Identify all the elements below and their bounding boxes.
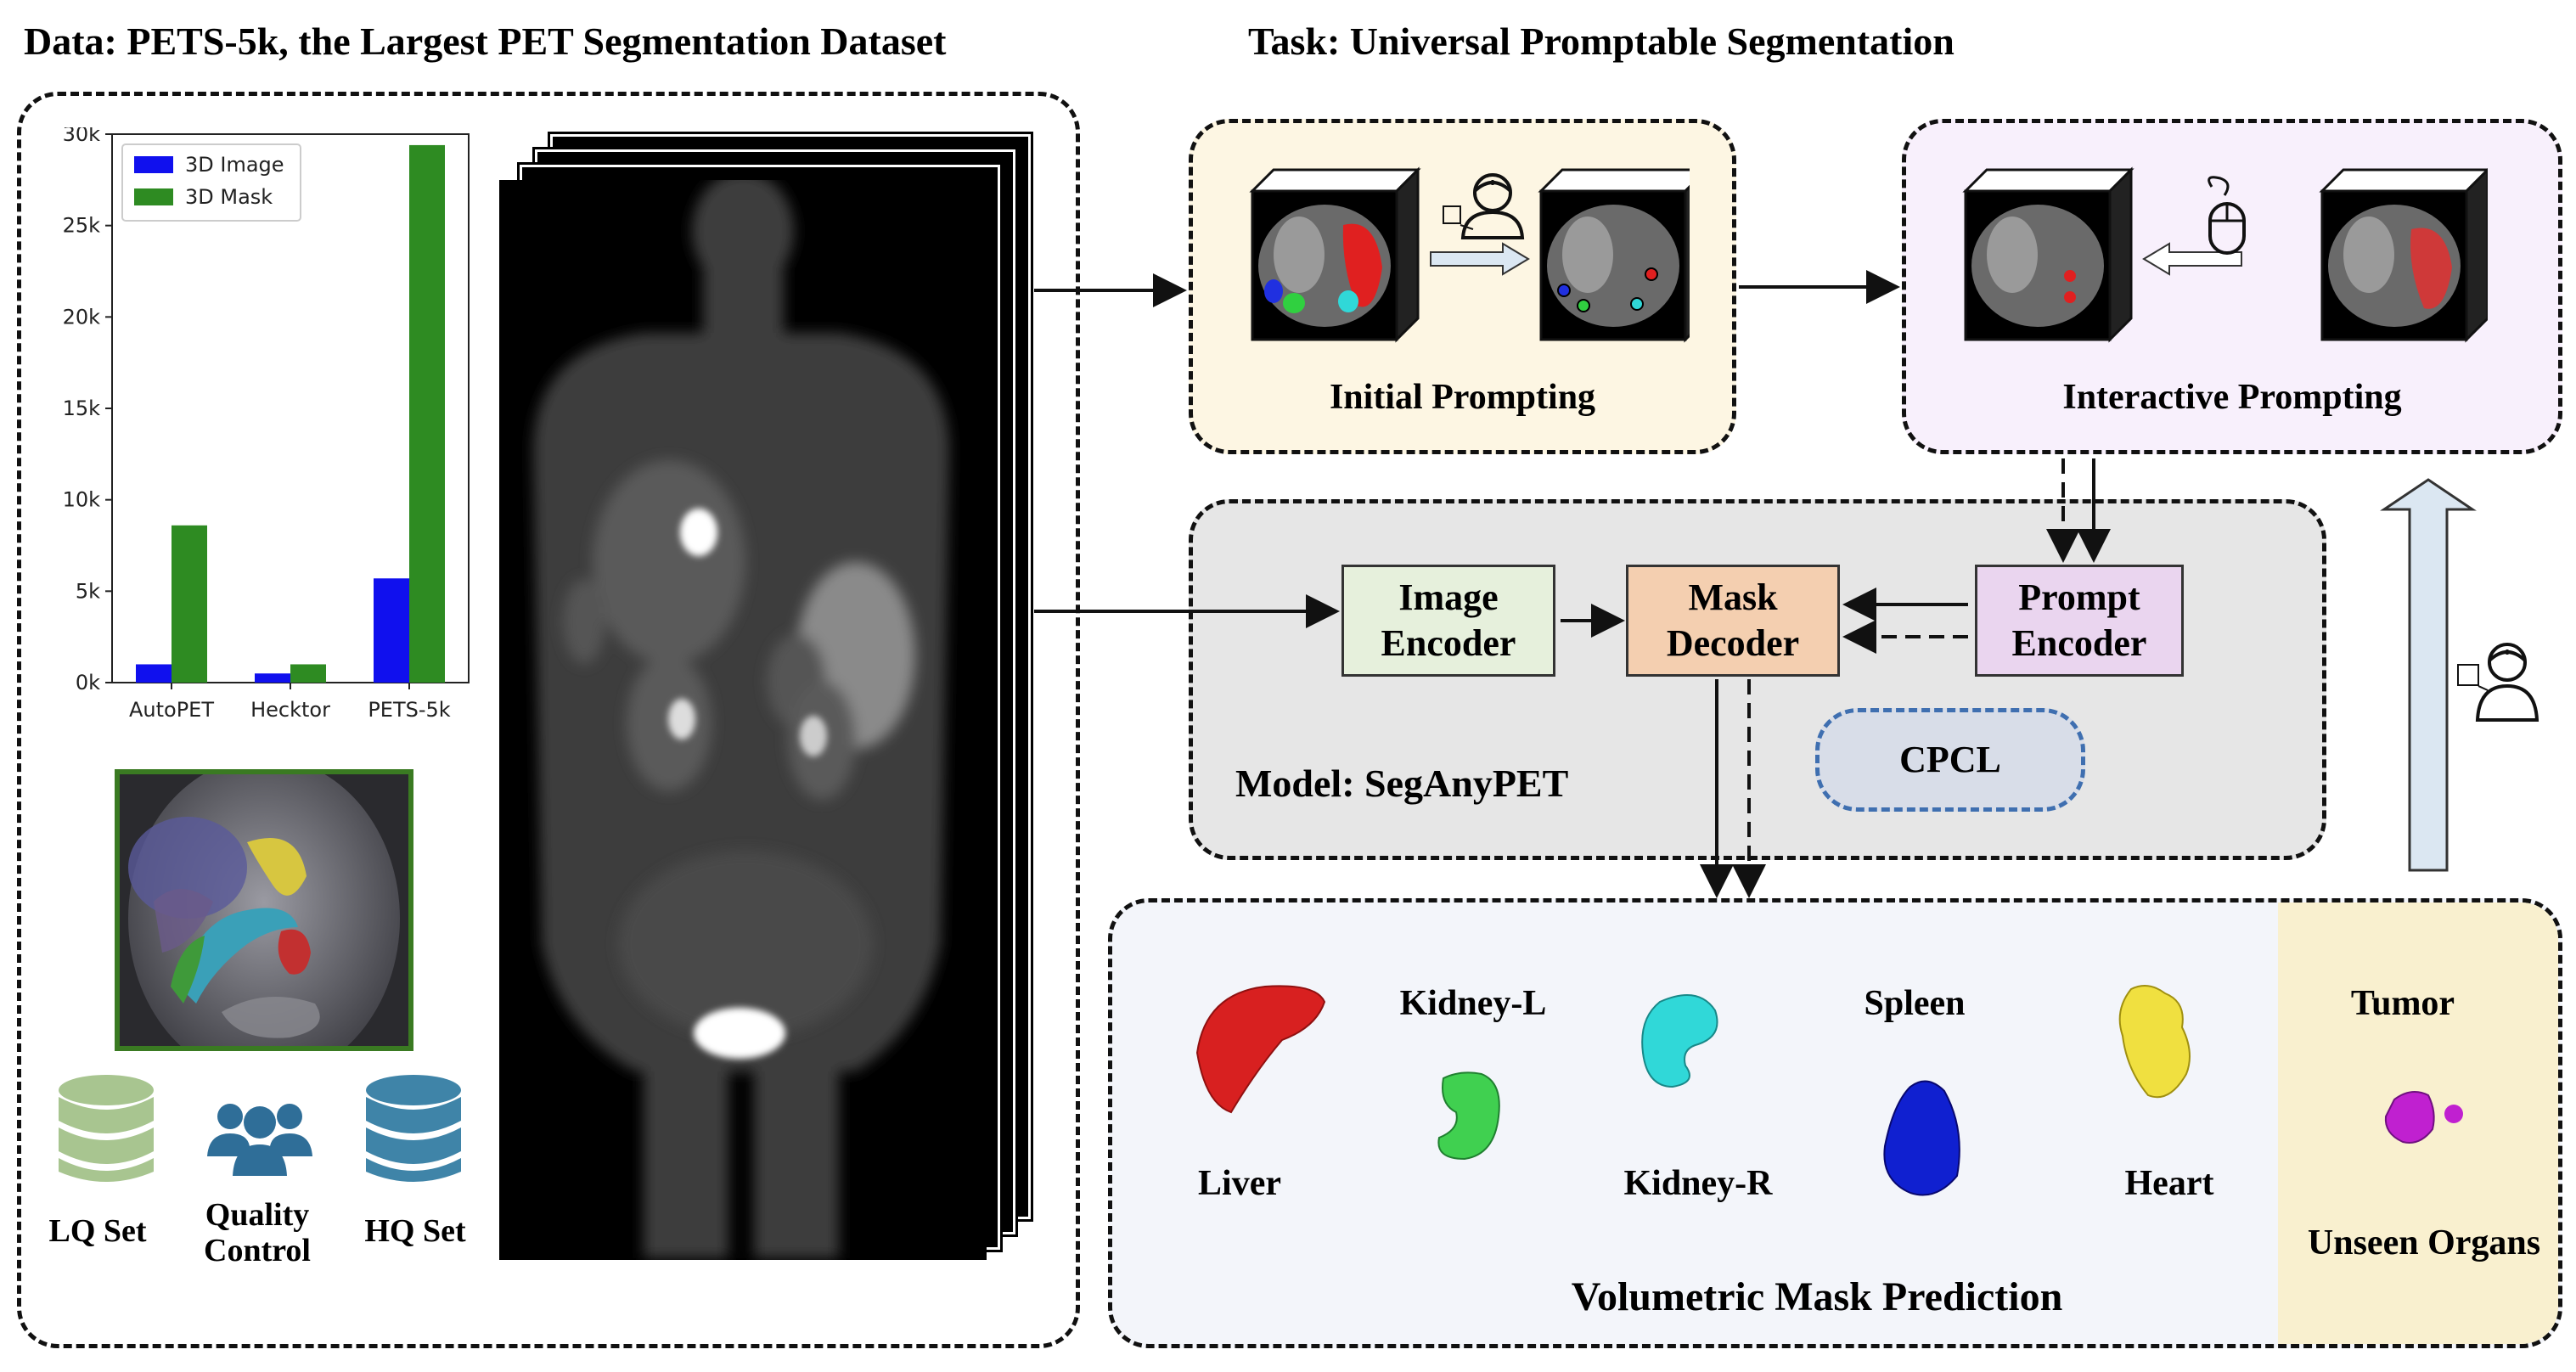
legend-label: 3D Mask xyxy=(185,185,273,209)
y-tick-label: 15k xyxy=(63,396,101,420)
y-tick-label: 30k xyxy=(63,127,101,146)
kidney-l-label: Kidney-L xyxy=(1399,984,1547,1023)
spleen-label: Spleen xyxy=(1864,984,1966,1023)
kidney-r-label: Kidney-R xyxy=(1623,1164,1773,1203)
prompt-encoder-box: Prompt Encoder xyxy=(1975,565,2184,677)
task-section-title: Task: Universal Promptable Segmentation xyxy=(1248,20,1954,63)
tumor-icon xyxy=(2384,1091,2435,1144)
doctor-icon xyxy=(1443,173,1525,239)
clinician-feedback-icon xyxy=(2457,643,2539,722)
y-tick-label: 0k xyxy=(76,671,100,694)
lq-database-icon xyxy=(59,1075,154,1182)
prompt-encoder-line1: Prompt xyxy=(2018,576,2140,618)
volume-render-image xyxy=(120,774,408,1046)
quality-control-line2: Control xyxy=(204,1233,311,1268)
legend-swatch xyxy=(134,188,173,205)
mask-decoder-line1: Mask xyxy=(1688,576,1778,618)
hq-set-label: HQ Set xyxy=(364,1213,466,1249)
data-panel xyxy=(17,92,1080,1348)
model-label: Model: SegAnyPET xyxy=(1235,762,1569,805)
mask-decoder-line2: Decoder xyxy=(1666,622,1800,664)
interactive-prompting-label: Interactive Prompting xyxy=(2062,378,2402,417)
image-encoder-line1: Image xyxy=(1398,576,1499,618)
liver-icon xyxy=(1195,985,1326,1114)
feedback-arrow-icon xyxy=(2380,478,2477,872)
initial-prompting-label: Initial Prompting xyxy=(1329,378,1596,417)
quality-control-line1: Quality xyxy=(205,1197,310,1233)
tumor-satellite-icon xyxy=(2444,1105,2463,1123)
y-tick-label: 10k xyxy=(63,488,101,512)
mask-decoder-box: Mask Decoder xyxy=(1626,565,1840,677)
bar-image xyxy=(255,673,290,683)
bar-mask xyxy=(172,525,207,683)
kidney-right-icon xyxy=(1641,994,1718,1088)
x-tick-label: PETS-5k xyxy=(368,698,450,722)
liver-label: Liver xyxy=(1198,1164,1281,1203)
heart-label: Heart xyxy=(2124,1164,2214,1203)
heart-icon xyxy=(2118,985,2191,1099)
y-tick-label: 20k xyxy=(63,305,101,329)
image-encoder-line2: Encoder xyxy=(1381,622,1516,664)
x-tick-label: Hecktor xyxy=(250,698,330,722)
image-encoder-box: Image Encoder xyxy=(1341,565,1555,677)
quality-control-label: Quality Control xyxy=(185,1197,329,1268)
tumor-label: Tumor xyxy=(2350,984,2455,1023)
model-panel xyxy=(1189,499,2326,860)
spleen-icon xyxy=(1883,1080,1960,1196)
unseen-organs-label: Unseen Organs xyxy=(2307,1223,2541,1262)
mouse-icon xyxy=(2208,176,2246,255)
cpcl-box: CPCL xyxy=(1815,708,2085,812)
hq-database-icon xyxy=(366,1075,461,1182)
initial-prompting-illustration xyxy=(1249,166,1690,343)
dataset-size-bar-chart: 0k 5k 10k 15k 20k 25k 30k AutoPET Hecktor PETS-5k… xyxy=(63,127,470,722)
legend-label: 3D Image xyxy=(185,153,284,177)
pet-coronal-slice-image xyxy=(499,180,987,1260)
interactive-prompting-illustration xyxy=(1962,166,2488,343)
y-tick-label: 25k xyxy=(63,214,101,238)
lq-set-label: LQ Set xyxy=(48,1213,147,1249)
kidney-left-icon xyxy=(1437,1071,1500,1161)
x-tick-label: AutoPET xyxy=(129,698,214,722)
y-tick-label: 5k xyxy=(76,579,100,603)
bar-image xyxy=(136,664,172,683)
prompt-encoder-line2: Encoder xyxy=(2011,622,2147,664)
prediction-title: Volumetric Mask Prediction xyxy=(1571,1274,2063,1319)
organ-renderings xyxy=(1195,985,2463,1196)
bar-mask xyxy=(409,144,445,683)
legend-swatch xyxy=(134,156,173,173)
bar-image xyxy=(374,578,409,683)
data-section-title: Data: PETS-5k, the Largest PET Segmentat… xyxy=(24,20,947,63)
segmented-volume-render xyxy=(115,769,413,1051)
quality-control-people-icon xyxy=(207,1104,312,1176)
bar-mask xyxy=(290,664,326,683)
prediction-panel xyxy=(1108,898,2562,1348)
